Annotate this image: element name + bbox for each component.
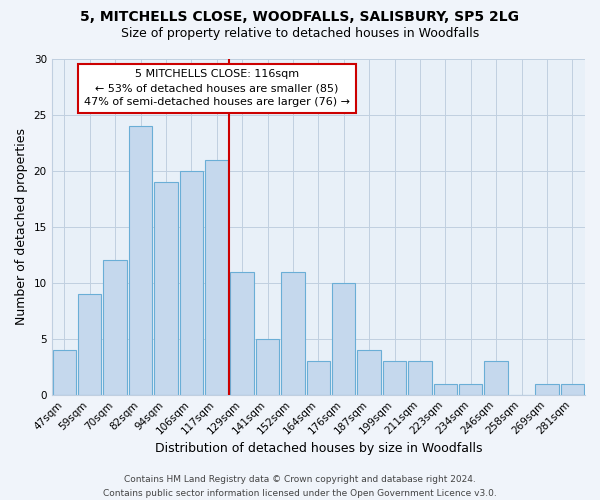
Bar [383,361,406,394]
Bar [281,272,305,394]
Y-axis label: Number of detached properties: Number of detached properties [15,128,28,326]
Bar [358,350,381,395]
Bar [408,361,431,394]
Text: 5, MITCHELLS CLOSE, WOODFALLS, SALISBURY, SP5 2LG: 5, MITCHELLS CLOSE, WOODFALLS, SALISBURY… [80,10,520,24]
Bar [459,384,482,394]
Bar [53,350,76,395]
Bar [484,361,508,394]
Bar [332,283,355,395]
Bar [230,272,254,394]
Bar [205,160,229,394]
Bar [307,361,330,394]
Bar [103,260,127,394]
Bar [535,384,559,394]
Bar [256,339,279,394]
Text: 5 MITCHELLS CLOSE: 116sqm
← 53% of detached houses are smaller (85)
47% of semi-: 5 MITCHELLS CLOSE: 116sqm ← 53% of detac… [84,69,350,107]
Bar [179,171,203,394]
Text: Size of property relative to detached houses in Woodfalls: Size of property relative to detached ho… [121,28,479,40]
Bar [154,182,178,394]
Bar [78,294,101,394]
Text: Contains HM Land Registry data © Crown copyright and database right 2024.
Contai: Contains HM Land Registry data © Crown c… [103,476,497,498]
X-axis label: Distribution of detached houses by size in Woodfalls: Distribution of detached houses by size … [155,442,482,455]
Bar [434,384,457,394]
Bar [129,126,152,394]
Bar [560,384,584,394]
